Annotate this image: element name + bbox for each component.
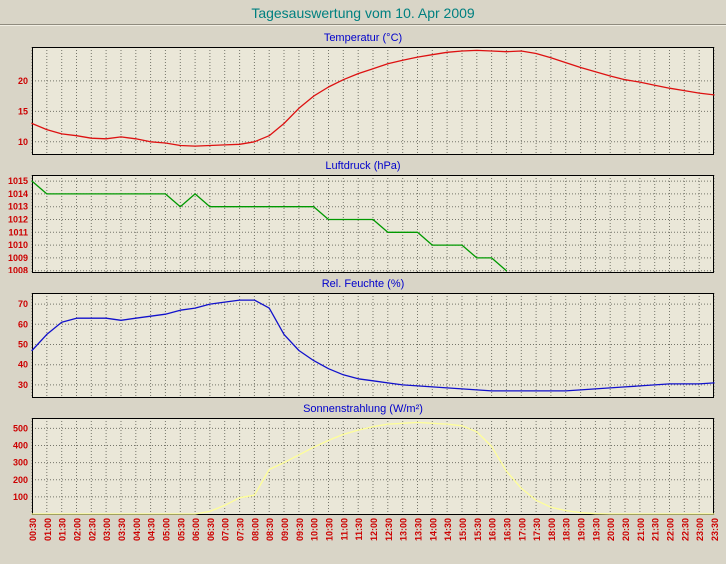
time-label: 17:00: [517, 518, 527, 541]
time-label: 11:00: [339, 518, 349, 541]
time-label: 03:30: [117, 518, 127, 541]
time-label: 21:30: [651, 518, 661, 541]
y-tick-label: 1015: [8, 176, 28, 186]
title-divider: [0, 24, 726, 26]
time-label: 15:30: [473, 518, 483, 541]
plot-frame: [32, 418, 714, 515]
chart-plot-luftdruck: 1008 1009 1010 1011 1012 1013 1014 1015: [8, 175, 715, 273]
y-tick-label: 1012: [8, 215, 28, 225]
time-label: 08:30: [265, 518, 275, 541]
time-label: 01:30: [58, 518, 68, 541]
chart-title-luftdruck: Luftdruck (hPa): [325, 160, 401, 172]
time-label: 16:30: [502, 518, 512, 541]
time-label: 01:00: [43, 518, 53, 541]
time-label: 14:30: [443, 518, 453, 541]
time-label: 08:00: [250, 518, 260, 541]
time-label: 02:00: [73, 518, 83, 541]
time-label: 19:00: [577, 518, 587, 541]
time-label: 13:00: [399, 518, 409, 541]
time-label: 09:30: [295, 518, 305, 541]
time-label: 18:00: [547, 518, 557, 541]
time-label: 17:30: [532, 518, 542, 541]
y-tick-label: 20: [18, 76, 28, 86]
chart-luftdruck: Luftdruck (hPa) 1008 1009 1010 1011 1012 1013 1…: [0, 155, 726, 273]
time-label: 22:00: [666, 518, 676, 541]
time-label: 20:30: [621, 518, 631, 541]
chart-title-sonnenstrahlung: Sonnenstrahlung (W/m²): [303, 403, 423, 415]
time-label: 00:30: [28, 518, 38, 541]
time-label: 07:30: [236, 518, 246, 541]
time-label: 18:30: [562, 518, 572, 541]
y-tick-label: 70: [18, 299, 28, 309]
y-tick-label: 1008: [8, 266, 28, 273]
time-label: 21:00: [636, 518, 646, 541]
time-axis: 00:30 01:00 01:30 02:00 02:30 03:00 03:30 04:00…: [28, 518, 720, 541]
y-tick-label: 1013: [8, 202, 28, 212]
time-label: 04:30: [147, 518, 157, 541]
y-tick-label: 400: [13, 441, 28, 451]
y-tick-label: 100: [13, 492, 28, 502]
charts-area: Temperatur (°C) 10 15 20 Luftdruck (hPa) 1008…: [0, 27, 726, 561]
chart-plot-feuchte: 30 40 50 60 70: [18, 293, 715, 398]
plot-frame: [32, 293, 714, 398]
chart-plot-temperatur: 10 15 20: [18, 47, 715, 155]
time-label: 13:30: [414, 518, 424, 541]
time-label: 09:00: [280, 518, 290, 541]
time-label: 16:00: [488, 518, 498, 541]
series-feuchte: [31, 299, 715, 392]
y-tick-label: 500: [13, 423, 28, 433]
chart-title-feuchte: Rel. Feuchte (%): [321, 278, 405, 290]
y-tick-label: 300: [13, 458, 28, 468]
time-label: 10:30: [325, 518, 335, 541]
time-label: 20:00: [606, 518, 616, 541]
plot-frame: [32, 47, 714, 155]
series-sonnenstrahlung: [31, 421, 715, 515]
page-title: Tagesauswertung vom 10. Apr 2009: [251, 5, 475, 21]
time-label: 12:00: [369, 518, 379, 541]
y-tick-label: 40: [18, 360, 28, 370]
time-label: 06:00: [191, 518, 201, 541]
time-label: 15:00: [458, 518, 468, 541]
time-label: 04:00: [132, 518, 142, 541]
chart-title-temperatur: Temperatur (°C): [323, 32, 403, 44]
series-temperatur: [31, 49, 715, 147]
series-luftdruck: [31, 180, 508, 272]
time-label: 22:30: [680, 518, 690, 541]
y-tick-label: 30: [18, 380, 28, 390]
time-label: 23:00: [695, 518, 705, 541]
y-tick-label: 1010: [8, 240, 28, 250]
chart-sonnenstrahlung: Sonnenstrahlung (W/m²) 100 200 300 400 500: [0, 398, 726, 515]
time-label: 03:00: [102, 518, 112, 541]
chart-temperatur: Temperatur (°C) 10 15 20: [0, 27, 726, 155]
time-label: 10:00: [310, 518, 320, 541]
y-tick-label: 15: [18, 106, 28, 116]
chart-plot-sonnenstrahlung: 100 200 300 400 500: [13, 418, 715, 515]
time-label: 19:30: [591, 518, 601, 541]
time-label: 23:30: [710, 518, 720, 541]
time-label: 11:30: [354, 518, 364, 541]
y-tick-label: 50: [18, 340, 28, 350]
time-label: 06:30: [206, 518, 216, 541]
y-tick-label: 200: [13, 475, 28, 485]
y-tick-label: 60: [18, 319, 28, 329]
y-tick-label: 10: [18, 137, 28, 147]
time-label: 14:00: [428, 518, 438, 541]
y-tick-label: 1011: [8, 227, 28, 237]
time-label: 02:30: [87, 518, 97, 541]
time-label: 07:00: [221, 518, 231, 541]
chart-feuchte: Rel. Feuchte (%) 30 40 50 60 70: [0, 273, 726, 398]
time-label: 05:00: [161, 518, 171, 541]
plot-frame: [32, 175, 714, 273]
time-label: 12:30: [384, 518, 394, 541]
y-tick-label: 1009: [8, 253, 28, 263]
time-label: 05:30: [176, 518, 186, 541]
y-tick-label: 1014: [8, 189, 28, 199]
